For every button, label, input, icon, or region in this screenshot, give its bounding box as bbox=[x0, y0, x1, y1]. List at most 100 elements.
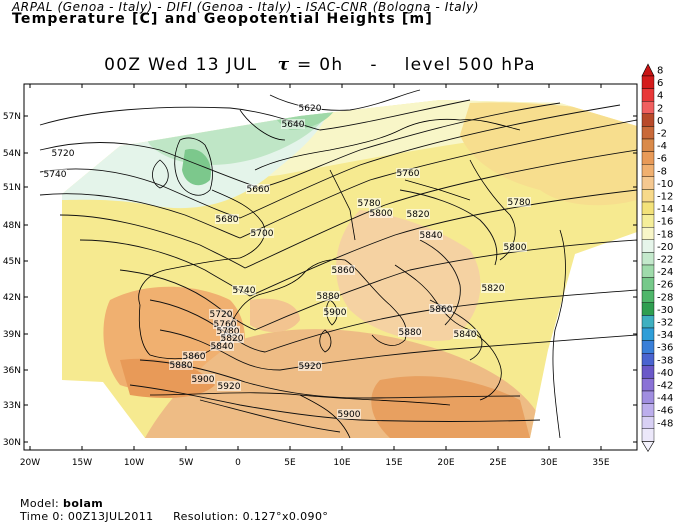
colorbar-label: -10 bbox=[657, 179, 673, 190]
colorbar-label: -2 bbox=[657, 129, 667, 140]
lat-tick-label: 39N bbox=[3, 330, 21, 340]
lat-tick-label: 33N bbox=[3, 401, 21, 411]
contour-label: 5700 bbox=[251, 229, 274, 239]
colorbar-swatch bbox=[641, 365, 655, 379]
lon-tick-label: 25E bbox=[489, 458, 506, 468]
contour-label-bg bbox=[213, 319, 237, 329]
footer-res-label: Resolution: bbox=[173, 510, 239, 523]
colorbar-swatch bbox=[641, 126, 655, 140]
colorbar-label: -38 bbox=[657, 355, 673, 366]
footer-time-value: 00Z13JUL2011 bbox=[67, 510, 154, 523]
lat-tick-label: 36N bbox=[3, 366, 21, 376]
contour-label: 5760 bbox=[214, 320, 237, 330]
lat-tick-label: 45N bbox=[3, 257, 21, 267]
lat-tick-label: 30N bbox=[3, 438, 21, 448]
colorbar-label: -46 bbox=[657, 406, 673, 417]
contour-label: 5740 bbox=[44, 170, 67, 180]
contour-label-bg bbox=[182, 351, 206, 361]
contour-label-bg bbox=[210, 341, 234, 351]
contour-label: 5800 bbox=[370, 209, 393, 219]
colorbar-swatch bbox=[641, 226, 655, 240]
contour-label-bg bbox=[298, 361, 322, 371]
colorbar-swatch bbox=[641, 252, 655, 266]
colorbar-swatch bbox=[641, 416, 655, 430]
contour-label: 5880 bbox=[399, 328, 422, 338]
lon-tick-label: 10E bbox=[333, 458, 350, 468]
contour-label: 5900 bbox=[324, 308, 347, 318]
colorbar-swatch bbox=[641, 88, 655, 102]
contour-label-bg bbox=[398, 327, 422, 337]
lon-tick-label: 30E bbox=[540, 458, 557, 468]
colorbar-label: -14 bbox=[657, 204, 673, 215]
contour-label-bg bbox=[357, 198, 381, 208]
colorbar-swatch bbox=[641, 189, 655, 203]
contour-label-bg bbox=[246, 184, 270, 194]
longitude-axis: 20W 15W 10W 5W 0 5E 10E 15E 20E 25E 30E 35E bbox=[20, 84, 610, 468]
footer-model: Model: bolam bbox=[20, 497, 103, 510]
colorbar-label: 8 bbox=[657, 66, 663, 77]
contour-label: 5880 bbox=[170, 361, 193, 371]
lon-tick-label: 5E bbox=[284, 458, 296, 468]
contour-label: 5880 bbox=[317, 292, 340, 302]
contour-label: 5920 bbox=[299, 362, 322, 372]
colorbar-label: -48 bbox=[657, 418, 673, 429]
colorbar-swatch bbox=[641, 264, 655, 278]
contour-label: 5660 bbox=[247, 185, 270, 195]
colorbar-swatch bbox=[641, 390, 655, 404]
colorbar-swatch bbox=[641, 214, 655, 228]
contour-label-bg bbox=[429, 304, 453, 314]
colorbar-label: -42 bbox=[657, 381, 673, 392]
contour-label-bg bbox=[331, 265, 355, 275]
colorbar-label: -44 bbox=[657, 393, 673, 404]
contour-label: 5840 bbox=[420, 231, 443, 241]
colorbar-label: 6 bbox=[657, 78, 663, 89]
colorbar-label: -30 bbox=[657, 305, 673, 316]
colorbar-swatch bbox=[641, 353, 655, 367]
contour-label: 5680 bbox=[216, 215, 239, 225]
map-border bbox=[23, 83, 638, 451]
lon-tick-label: 35E bbox=[592, 458, 609, 468]
lon-tick-label: 0 bbox=[235, 458, 241, 468]
colorbar-swatch bbox=[641, 327, 655, 341]
lon-tick-label: 15E bbox=[385, 458, 402, 468]
colorbar-swatch bbox=[641, 340, 655, 354]
contour-label: 5780 bbox=[217, 327, 240, 337]
colorbar-top-arrow bbox=[641, 63, 655, 77]
contour-label: 5860 bbox=[430, 305, 453, 315]
contour-label-bg bbox=[481, 283, 505, 293]
plot-title: 00Z Wed 13 JUL τ = 0h - level 500 hPa bbox=[0, 55, 640, 75]
colorbar-swatch bbox=[641, 239, 655, 253]
contour-label: 5900 bbox=[192, 375, 215, 385]
colorbar-swatch bbox=[641, 403, 655, 417]
contour-label: 5740 bbox=[233, 286, 256, 296]
contour-label: 5840 bbox=[211, 342, 234, 352]
latitude-axis: 57N 54N 51N 48N 45N 42N 39N 36N 33N 30N bbox=[3, 112, 637, 448]
footer-model-label: Model: bbox=[20, 497, 60, 510]
tau-symbol: τ bbox=[277, 55, 291, 75]
colorbar-label: 4 bbox=[657, 91, 663, 102]
colorbar-label: -26 bbox=[657, 280, 673, 291]
contour-label-bg bbox=[396, 168, 420, 178]
temperature-colorbar: 86 42 0 -2-4 -6-8 -10 -12-14 -16-18 -20 -22-24 -26… bbox=[641, 63, 673, 452]
colorbar-swatch bbox=[641, 378, 655, 392]
contour-label: 5760 bbox=[397, 169, 420, 179]
contour-label-bg bbox=[191, 374, 215, 384]
colorbar-swatch bbox=[641, 428, 655, 442]
contour-label: 5860 bbox=[332, 266, 355, 276]
colorbar-label: -6 bbox=[657, 154, 667, 165]
colorbar-label: -12 bbox=[657, 192, 673, 203]
lat-tick-label: 57N bbox=[3, 112, 21, 122]
contour-label-bg bbox=[169, 360, 193, 370]
colorbar-label: -22 bbox=[657, 255, 673, 266]
contour-label-bg bbox=[298, 103, 322, 113]
footer-time: Time 0: 00Z13JUL2011 Resolution: 0.127°x… bbox=[20, 510, 328, 523]
contour-label: 5900 bbox=[338, 410, 361, 420]
lat-tick-label: 51N bbox=[3, 183, 21, 193]
lon-tick-label: 20W bbox=[20, 458, 40, 468]
plot-title-time: 00Z Wed 13 JUL bbox=[104, 55, 258, 75]
colorbar-label: -4 bbox=[657, 141, 667, 152]
colorbar-swatch bbox=[641, 113, 655, 127]
colorbar-swatch bbox=[641, 75, 655, 89]
colorbar-swatch bbox=[641, 163, 655, 177]
colorbar-swatch bbox=[641, 151, 655, 165]
